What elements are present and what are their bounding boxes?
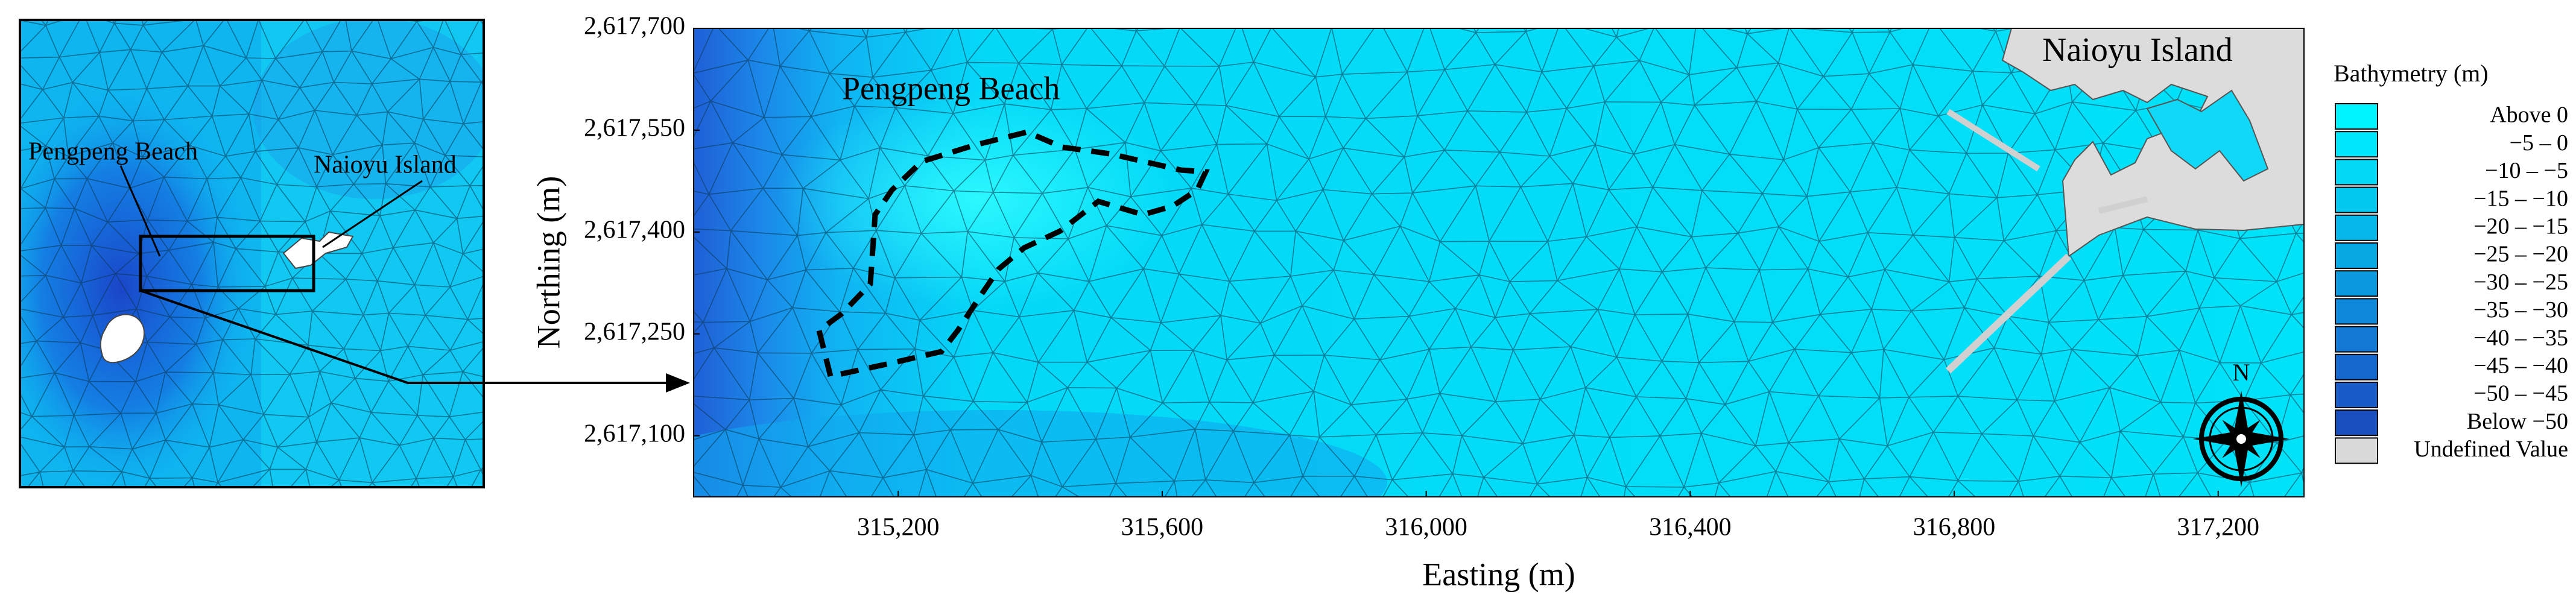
legend-swatch [2335,103,2378,130]
legend-swatch [2335,159,2378,186]
legend-swatch [2335,214,2378,241]
inset-beach-label: Pengpeng Beach [28,138,198,166]
x-tick-label: 316,000 [1385,514,1467,541]
x-tick-label: 315,200 [857,514,940,541]
legend-label: Undefined Value [2414,437,2568,462]
x-axis-label: Easting (m) [1422,556,1575,592]
legend-label: Below −50 [2467,409,2568,434]
legend-swatch [2335,382,2378,408]
main-map [694,28,2304,497]
compass-label: N [2233,359,2250,386]
legend-label: −35 – −30 [2473,297,2568,323]
beach-boundary [815,129,1210,380]
legend-label: Above 0 [2490,103,2568,128]
y-axis-label: Northing (m) [530,176,566,349]
legend-label: −45 – −40 [2473,353,2568,379]
inset-island [282,231,354,270]
breakwater [2098,196,2148,214]
inset-island [100,314,145,364]
island [2001,28,2304,257]
legend-label: −25 – −20 [2473,242,2568,267]
legend-label: −50 – −45 [2473,381,2568,406]
legend-swatch [2335,437,2378,464]
legend-swatch [2335,270,2378,297]
deep-water [694,410,1387,497]
legend-swatch [2335,131,2378,158]
y-tick-label: 2,617,100 [584,420,685,447]
x-tick-label: 315,600 [1121,514,1204,541]
mesh-lines [20,20,484,487]
legend-label: −30 – −25 [2473,270,2568,295]
legend-swatch [2335,298,2378,325]
inset-deep-water [20,90,253,487]
legend-label: −40 – −35 [2473,325,2568,350]
compass [2193,391,2290,487]
y-tick-label: 2,617,250 [584,318,685,346]
inset-island-label: Naioyu Island [314,151,457,179]
inset-zoom-box [139,235,315,292]
leader-line [322,180,423,248]
breakwater [1945,253,2072,374]
harbor-basin [2146,89,2269,182]
inset-mesh [20,20,484,487]
y-tick-label: 2,617,400 [584,216,685,244]
legend-label: −15 – −10 [2473,186,2568,211]
x-tick-label: 316,800 [1913,514,1996,541]
legend-swatch [2335,409,2378,437]
beach-label: Pengpeng Beach [842,70,1060,106]
island-label: Naioyu Island [2042,31,2233,69]
y-tick-label: 2,617,700 [584,13,685,40]
legend-swatch [2335,186,2378,213]
legend: Above 0−5 – 0−10 – −5 −15 – −10 −20 – −15 −… [2335,103,2568,464]
legend-swatch [2335,353,2378,380]
legend-label: −5 – 0 [2510,130,2568,156]
legend-swatch [2335,326,2378,353]
legend-swatch [2335,242,2378,269]
legend-label: −20 – −15 [2473,214,2568,239]
inset-map [20,20,484,487]
x-tick-label: 316,400 [1649,514,1732,541]
zoom-arrow [140,289,690,393]
map-frame [693,28,2305,497]
x-tick-label: 317,200 [2177,514,2259,541]
legend-title: Bathymetry (m) [2334,60,2489,87]
breakwater [1946,109,2040,172]
inset-frame [19,19,485,488]
leader-line [119,165,161,257]
legend-label: −10 – −5 [2485,158,2568,183]
y-tick-label: 2,617,550 [584,115,685,142]
